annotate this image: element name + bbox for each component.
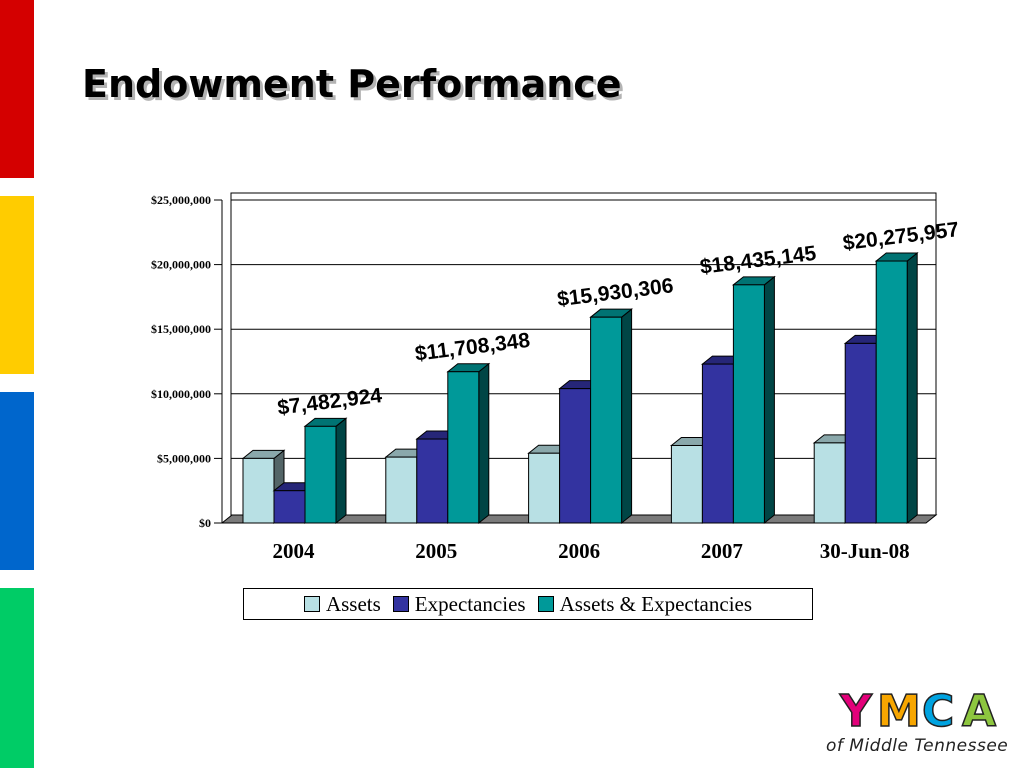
logo-letter: Y [839, 686, 873, 737]
bar-side [906, 251, 918, 525]
y-tick-label: $10,000,000 [151, 387, 211, 401]
logo-letter: M [877, 686, 921, 737]
bar-side [478, 362, 490, 525]
legend-label-assets: Assets [325, 591, 381, 616]
y-tick-label: $15,000,000 [151, 322, 211, 336]
legend-swatch-assets [303, 596, 320, 612]
bar-assets-expectancies-0 [304, 425, 337, 524]
legend-item-expectancies: Expectancies [392, 591, 526, 617]
bar-assets-0 [242, 457, 275, 524]
bar-assets-expectancies-2 [590, 316, 623, 524]
bar-assets-expectancies-3 [732, 284, 765, 524]
bar-expectancies-4 [844, 342, 877, 524]
legend-label-expectancies: Expectancies [414, 591, 526, 616]
bar-side [621, 308, 633, 525]
stripe-yellow [0, 196, 34, 374]
bar-assets-expectancies-1 [447, 371, 480, 524]
endowment-bar-chart: $0 $5,000,000 $10,000,000 $15,000,000 $20,00… [151, 192, 960, 563]
x-tick-label: 30-Jun-08 [820, 539, 910, 563]
x-tick-label: 2007 [701, 539, 743, 563]
bar-assets-1 [385, 456, 418, 524]
y-tick-label: $0 [199, 516, 211, 530]
bar-expectancies-3 [701, 363, 734, 524]
legend-item-assets-expectancies: Assets & Expectancies [537, 591, 753, 617]
stripe-red [0, 0, 34, 178]
x-tick-label: 2004 [273, 539, 316, 563]
bar-assets-2 [528, 452, 561, 524]
legend-swatch-expectancies [392, 596, 409, 612]
chart-legend: Assets Expectancies Assets & Expectancie… [243, 588, 813, 620]
logo-letter: C [922, 686, 954, 737]
logo-tagline: of Middle Tennessee [826, 736, 1009, 756]
y-tick-label: $20,000,000 [151, 258, 211, 272]
bar-side [763, 275, 775, 525]
legend-item-assets: Assets [303, 591, 381, 617]
y-tick-label: $25,000,000 [151, 193, 211, 207]
bar-assets-4 [813, 442, 846, 524]
bar-assets-expectancies-4 [875, 260, 908, 524]
slide-title: Endowment Performance [82, 62, 622, 106]
legend-swatch-assets-expectancies [537, 596, 554, 612]
bar-expectancies-0 [273, 490, 306, 524]
x-tick-label: 2006 [558, 539, 600, 563]
bar-expectancies-1 [416, 438, 449, 524]
y-tick-label: $5,000,000 [157, 451, 211, 465]
bar-expectancies-2 [559, 388, 592, 524]
stripe-blue [0, 392, 34, 570]
logo-letter: A [962, 686, 996, 737]
x-tick-label: 2005 [415, 539, 457, 563]
stripe-green [0, 588, 34, 768]
legend-label-assets-expectancies: Assets & Expectancies [559, 591, 753, 616]
bar-side [335, 417, 347, 525]
bar-assets-3 [670, 444, 703, 524]
